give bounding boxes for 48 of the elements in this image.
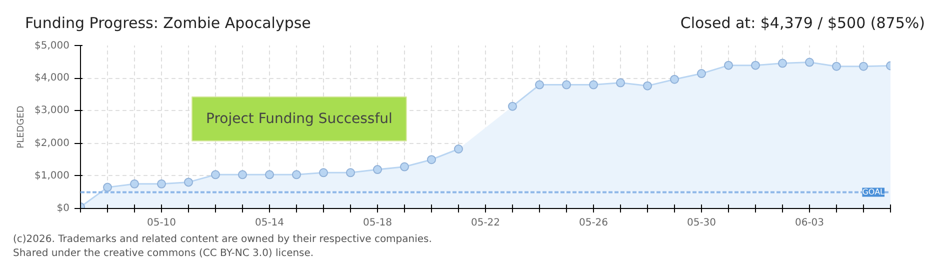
point [535, 80, 544, 90]
ref-line-label: GOAL [862, 188, 886, 197]
point [184, 178, 193, 187]
y-tick-label: $3,000 [34, 105, 70, 116]
point [211, 170, 220, 180]
point [427, 155, 436, 164]
point [319, 168, 328, 178]
point [292, 170, 301, 180]
x-tick-label: 06-03 [794, 218, 824, 228]
x-tick-label: 05-14 [254, 218, 284, 228]
point [724, 60, 733, 70]
point [508, 102, 517, 111]
point [130, 179, 139, 188]
point [157, 179, 166, 188]
point [832, 62, 841, 71]
point [751, 60, 760, 70]
point [562, 80, 571, 90]
chart-title: Funding Progress: Zombie Apocalypse [25, 13, 311, 34]
y-tick-label: $5,000 [34, 40, 70, 52]
x-tick-label: 05-30 [686, 218, 716, 228]
point [103, 182, 112, 192]
point [589, 80, 598, 90]
annotation: Project Funding Successful [206, 110, 392, 127]
point [238, 170, 247, 180]
y-tick-label: $2,000 [34, 138, 70, 149]
chart-subtitle: Closed at: $4,379 / $500 (875%) [680, 13, 925, 34]
y-axis-title: PLEDGED [16, 106, 27, 148]
point [346, 168, 355, 178]
point [859, 62, 868, 71]
y-tick-label: $4,000 [34, 72, 70, 84]
x-tick-label: 05-22 [470, 218, 500, 228]
point [616, 78, 625, 88]
point [670, 74, 679, 84]
text: (c)2026. Trademarks and related content are owned by their respective companies. [13, 234, 432, 245]
point [373, 165, 382, 174]
y-tick-label: $0 [56, 203, 70, 214]
x-tick-label: 05-10 [146, 218, 176, 228]
point [697, 69, 706, 78]
point [454, 144, 463, 154]
point [643, 81, 652, 90]
point [265, 170, 274, 180]
x-tick-label: 05-26 [578, 218, 608, 228]
point [778, 58, 787, 68]
point [400, 162, 409, 172]
point [805, 58, 814, 67]
y-tick-label: $1,000 [34, 170, 70, 182]
x-tick-label: 05-18 [362, 218, 392, 228]
text: Shared under the creative commons (CC BY-NC 3.0) license. [13, 248, 314, 260]
